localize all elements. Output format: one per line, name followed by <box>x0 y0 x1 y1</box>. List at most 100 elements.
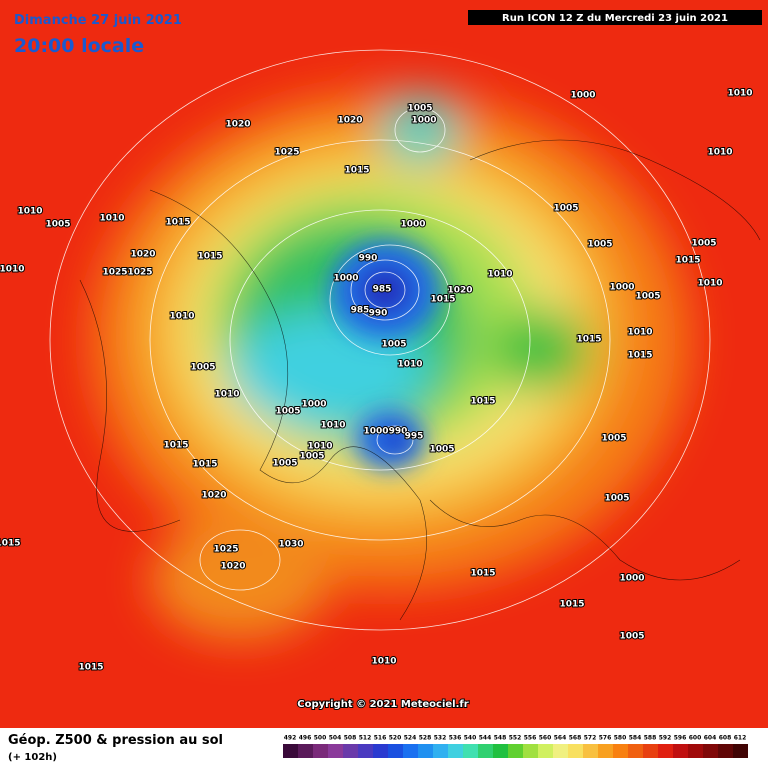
legend-swatch <box>568 744 583 758</box>
legend-swatch <box>688 744 703 758</box>
isobar-label: 1010 <box>17 207 42 217</box>
isobar-label: 1025 <box>213 545 238 555</box>
legend-label: 608 <box>719 735 732 742</box>
legend-swatch <box>298 744 313 758</box>
legend-label: 556 <box>524 735 537 742</box>
legend-swatch <box>733 744 748 758</box>
isobar-label: 1000 <box>411 116 436 126</box>
isobar-label: 1020 <box>225 120 250 130</box>
isobar-label: 1015 <box>675 256 700 266</box>
legend-label: 596 <box>674 735 687 742</box>
isobar-label: 1005 <box>601 434 626 444</box>
legend-swatch <box>463 744 478 758</box>
isobar-label: 1005 <box>381 340 406 350</box>
color-legend: 492 496 500 504 508 512 516 520 524 528 532 536 540 5… <box>283 735 748 758</box>
legend-swatch <box>613 744 628 758</box>
legend-label: 612 <box>734 735 747 742</box>
legend-label: 592 <box>659 735 672 742</box>
isobar-label: 1005 <box>619 632 644 642</box>
legend-swatch <box>703 744 718 758</box>
legend-swatch <box>673 744 688 758</box>
legend-swatch <box>718 744 733 758</box>
isobar-label: 990 <box>369 309 388 319</box>
isobar-label: 1000 <box>609 283 634 293</box>
isobar-label: 1010 <box>371 657 396 667</box>
isobar-label: 1000 <box>301 400 326 410</box>
legend-label: 604 <box>704 735 717 742</box>
isobar-label: 1015 <box>627 351 652 361</box>
isobar-label: 1015 <box>165 218 190 228</box>
isobar-label: 1015 <box>430 295 455 305</box>
isobar-label: 1000 <box>333 274 358 284</box>
legend-label: 524 <box>404 735 417 742</box>
legend-label: 528 <box>419 735 432 742</box>
isobar-label: 990 <box>359 254 378 264</box>
legend-label: 496 <box>299 735 312 742</box>
legend-label: 508 <box>344 735 357 742</box>
isobar-label: 1000 <box>363 427 388 437</box>
legend-swatch <box>523 744 538 758</box>
legend-label: 580 <box>614 735 627 742</box>
legend-swatch <box>388 744 403 758</box>
isobar-label: 1025 <box>127 268 152 278</box>
legend-swatch <box>403 744 418 758</box>
isobar-label: 1005 <box>407 104 432 114</box>
legend-label: 544 <box>479 735 492 742</box>
run-banner <box>468 10 762 25</box>
isobar-label: 1000 <box>570 91 595 101</box>
legend-swatch <box>478 744 493 758</box>
footer-lead: (+ 102h) <box>8 752 57 763</box>
legend-label: 548 <box>494 735 507 742</box>
legend-swatch <box>358 744 373 758</box>
legend-label: 572 <box>584 735 597 742</box>
isobar-label: 985 <box>351 306 370 316</box>
legend-label: 568 <box>569 735 582 742</box>
legend-swatch <box>538 744 553 758</box>
field <box>0 0 768 728</box>
legend-swatch <box>433 744 448 758</box>
isobar-label: 1020 <box>447 286 472 296</box>
legend-swatch <box>628 744 643 758</box>
isobar-label: 1015 <box>576 335 601 345</box>
legend-label: 500 <box>314 735 327 742</box>
isobar-label: 1005 <box>45 220 70 230</box>
isobar-label: 990 <box>389 427 408 437</box>
legend-label: 504 <box>329 735 342 742</box>
isobar-label: 1015 <box>559 600 584 610</box>
isobar-label: 1015 <box>192 460 217 470</box>
isobar-label: 1030 <box>278 540 303 550</box>
legend-label: 584 <box>629 735 642 742</box>
legend-label: 540 <box>464 735 477 742</box>
isobar-label: 1015 <box>197 252 222 262</box>
legend-label: 552 <box>509 735 522 742</box>
legend-swatch <box>418 744 433 758</box>
isobar-label: 1020 <box>337 116 362 126</box>
legend-swatch <box>508 744 523 758</box>
isobar-label: 1025 <box>102 268 127 278</box>
footer-title: Géop. Z500 & pression au sol <box>8 733 223 748</box>
date: Dimanche 27 juin 2021 <box>14 13 182 28</box>
legend-swatch <box>328 744 343 758</box>
legend-swatch <box>598 744 613 758</box>
isobar-label: 1010 <box>169 312 194 322</box>
isobar-label: 1010 <box>307 442 332 452</box>
isobar-label: 1005 <box>691 239 716 249</box>
legend-swatch <box>343 744 358 758</box>
legend-label: 492 <box>284 735 297 742</box>
isobar-label: 1010 <box>727 89 752 99</box>
legend-swatch <box>373 744 388 758</box>
legend-label: 536 <box>449 735 462 742</box>
isobar-label: 1010 <box>99 214 124 224</box>
isobar-label: 1025 <box>274 148 299 158</box>
legend-label: 512 <box>359 735 372 742</box>
time: 20:00 locale <box>14 35 144 57</box>
isobar-label: 1005 <box>635 292 660 302</box>
legend-label: 588 <box>644 735 657 742</box>
legend-swatch <box>493 744 508 758</box>
legend-label: 560 <box>539 735 552 742</box>
isobar-label: 1015 <box>0 539 21 549</box>
legend-swatch <box>313 744 328 758</box>
isobar-label: 1005 <box>272 459 297 469</box>
isobar-label: 1010 <box>214 390 239 400</box>
legend-swatch <box>658 744 673 758</box>
